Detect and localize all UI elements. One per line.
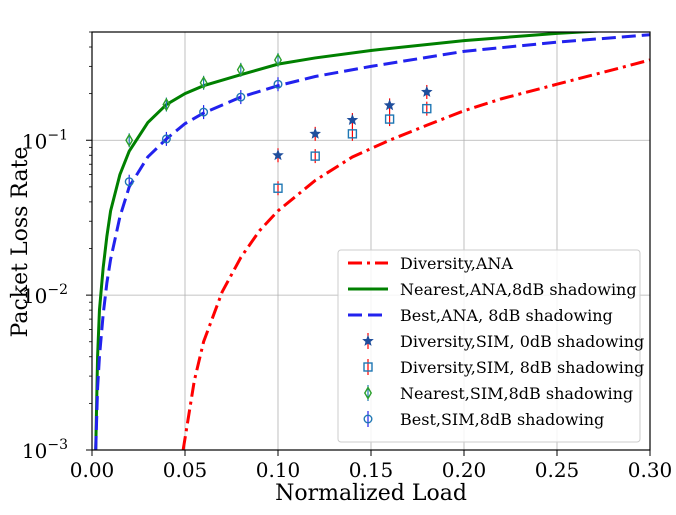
legend-marker-5	[363, 386, 373, 400]
data-point	[421, 85, 433, 97]
legend-marker-6	[363, 414, 373, 424]
series-3	[272, 84, 433, 163]
x-tick-label: 0.00	[70, 458, 115, 482]
series-line	[181, 58, 650, 450]
legend-label-2: Best,ANA, 8dB shadowing	[400, 306, 613, 325]
x-tick-label: 0.05	[163, 458, 208, 482]
x-tick-label: 0.30	[628, 458, 673, 482]
legend-box	[337, 249, 641, 443]
y-tick-label: 10−3	[22, 437, 68, 463]
legend-label-4: Diversity,SIM, 8dB shadowing	[400, 358, 644, 377]
series-6	[124, 77, 283, 189]
data-point	[199, 75, 208, 90]
legend-label-3: Diversity,SIM, 0dB shadowing	[400, 332, 644, 351]
data-point	[236, 62, 245, 77]
data-point	[236, 92, 246, 102]
legend-label-0: Diversity,ANA	[400, 254, 513, 273]
x-tick-label: 0.15	[349, 458, 394, 482]
series-4	[273, 101, 432, 196]
data-point	[309, 127, 321, 139]
x-tick-label: 0.25	[535, 458, 580, 482]
legend-label-1: Nearest,ANA,8dB shadowing	[400, 280, 637, 299]
data-point	[273, 79, 283, 89]
plot-area	[94, 32, 650, 450]
data-point	[347, 129, 358, 139]
data-point	[161, 134, 171, 144]
data-point	[384, 114, 395, 124]
legend-label-6: Best,SIM,8dB shadowing	[400, 410, 604, 429]
series-0	[181, 58, 650, 450]
series-5	[125, 52, 283, 148]
x-tick-label: 0.20	[442, 458, 487, 482]
data-point	[199, 107, 209, 117]
y-tick-label: 10−1	[22, 127, 68, 153]
x-tick-label: 0.10	[256, 458, 301, 482]
legend-marker-4	[363, 362, 373, 372]
legend-label-5: Nearest,SIM,8dB shadowing	[400, 384, 633, 403]
y-tick-label: 10−2	[22, 282, 68, 308]
data-point	[273, 183, 283, 193]
data-point	[162, 97, 171, 112]
data-point	[125, 133, 134, 148]
data-point	[383, 99, 396, 111]
data-point	[124, 177, 134, 187]
axis-ticks: 0.00 0.05 0.10 0.15 0.20 0.25 0.30 10−3 10−2 10−1	[22, 127, 672, 482]
data-point	[422, 103, 432, 114]
data-point	[346, 113, 359, 125]
y-axis-title: Packet Loss Rate	[8, 147, 33, 338]
data-point	[273, 53, 283, 67]
legend-marker-3	[362, 334, 374, 346]
data-point	[310, 151, 320, 161]
data-point	[272, 149, 284, 161]
legend: Diversity,ANA Nearest,ANA,8dB shadowing Be…	[337, 249, 644, 443]
x-axis-title: Normalized Load	[275, 481, 467, 506]
